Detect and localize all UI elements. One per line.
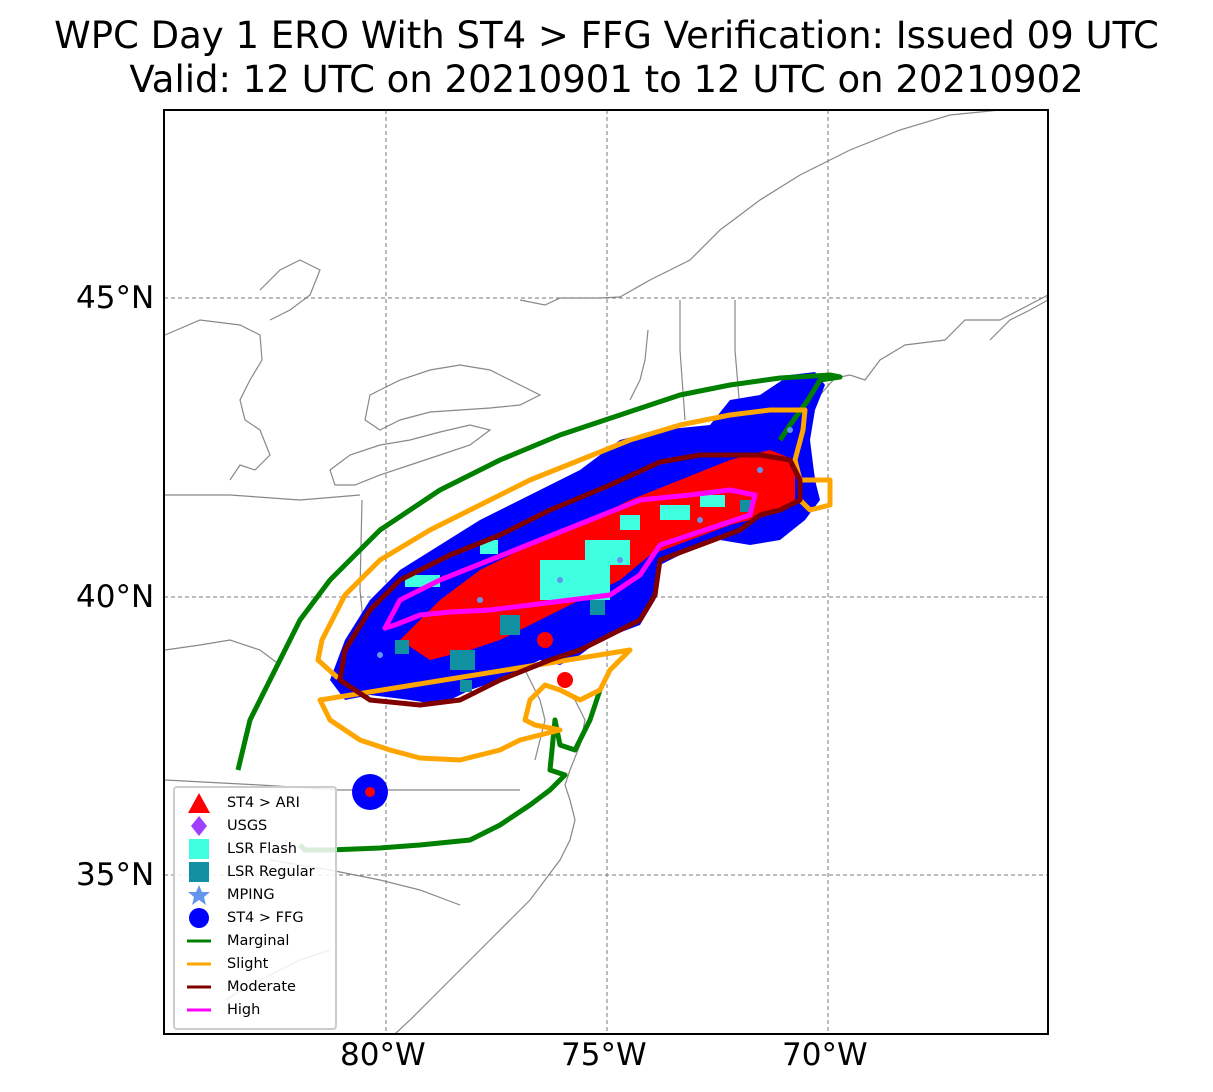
- circle-icon: [189, 908, 209, 928]
- legend-item-lsr-flash: LSR Flash: [175, 838, 335, 860]
- marginal-outline: [235, 372, 843, 853]
- line-icon: [187, 1008, 211, 1012]
- line-icon: [187, 962, 211, 966]
- square-icon: [189, 862, 209, 882]
- diamond-icon: [191, 816, 207, 836]
- moderate-outline: [337, 452, 803, 708]
- triangle-icon: [188, 793, 210, 813]
- lat-label-45: 45°N: [76, 280, 155, 316]
- legend-item-mping: MPING: [175, 884, 335, 906]
- map-frame: [163, 109, 1049, 1035]
- map-title: WPC Day 1 ERO With ST4 > FFG Verificatio…: [54, 14, 1159, 57]
- slight-outline: [315, 407, 833, 763]
- legend-item-slight: Slight: [175, 953, 335, 975]
- lsr-flash-reports: [405, 495, 725, 600]
- lon-label-70: 70°W: [782, 1037, 868, 1073]
- high-outline: [382, 487, 758, 631]
- line-icon: [187, 939, 211, 943]
- mping-reports: [377, 427, 793, 658]
- legend-item-high: High: [175, 999, 335, 1021]
- legend-item-lsr-regular: LSR Regular: [175, 861, 335, 883]
- legend-item-usgs: USGS: [175, 815, 335, 837]
- map-subtitle: Valid: 12 UTC on 20210901 to 12 UTC on 2…: [129, 58, 1084, 101]
- lon-label-75: 75°W: [561, 1037, 647, 1073]
- lat-label-40: 40°N: [76, 579, 155, 615]
- line-icon: [187, 985, 211, 989]
- lon-label-80: 80°W: [340, 1037, 426, 1073]
- legend: ST4 > ARI USGS LSR Flash LSR Regular MPI…: [173, 786, 337, 1030]
- lsr-regular-reports: [395, 500, 752, 692]
- legend-item-st4-ffg: ST4 > FFG: [175, 907, 335, 929]
- legend-item-marginal: Marginal: [175, 930, 335, 952]
- star-icon: [188, 885, 210, 905]
- legend-item-st4-ari: ST4 > ARI: [175, 792, 335, 814]
- lat-label-35: 35°N: [76, 857, 155, 893]
- legend-item-moderate: Moderate: [175, 976, 335, 998]
- square-icon: [189, 839, 209, 859]
